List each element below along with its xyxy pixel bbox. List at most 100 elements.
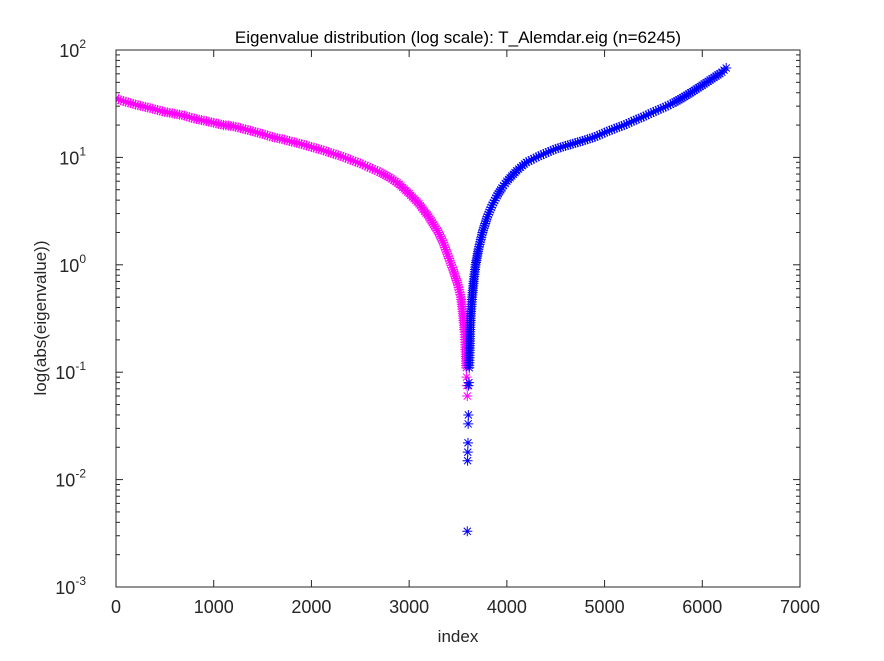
- data-point: [436, 233, 447, 244]
- data-point: [343, 153, 354, 164]
- data-point: [321, 146, 332, 157]
- data-point: [648, 106, 659, 117]
- data-point: [626, 116, 637, 127]
- data-point: [213, 118, 224, 129]
- data-point: [439, 240, 450, 251]
- data-point: [230, 121, 241, 132]
- data-point: [685, 87, 696, 98]
- data-point: [480, 216, 491, 227]
- data-point: [481, 214, 492, 225]
- data-point: [194, 114, 205, 125]
- data-point: [365, 162, 376, 173]
- data-point: [490, 193, 501, 204]
- data-point: [372, 166, 383, 177]
- data-point: [462, 391, 473, 402]
- data-point: [150, 104, 161, 115]
- data-point: [233, 122, 244, 133]
- data-point: [616, 120, 627, 131]
- data-point: [474, 241, 485, 252]
- x-axis: 0 1000 2000 3000 4000 5000 6000 7000: [111, 50, 820, 617]
- data-point: [463, 377, 474, 388]
- data-point: [264, 131, 275, 142]
- data-point: [463, 409, 474, 420]
- data-point: [453, 279, 463, 290]
- data-point: [462, 437, 473, 448]
- data-point: [621, 118, 632, 129]
- data-point: [553, 143, 564, 154]
- data-point: [663, 100, 674, 111]
- data-point: [614, 121, 625, 132]
- data-point: [493, 188, 504, 199]
- data-point: [318, 145, 329, 156]
- data-point: [267, 131, 278, 142]
- data-point: [681, 90, 692, 101]
- data-point: [277, 134, 288, 145]
- data-point: [247, 126, 258, 137]
- data-point: [120, 96, 131, 107]
- data-point: [658, 102, 669, 113]
- data-point: [645, 108, 656, 119]
- data-point: [463, 418, 474, 429]
- data-point: [453, 282, 464, 293]
- data-point: [444, 253, 455, 264]
- data-point: [426, 215, 437, 226]
- data-point: [369, 164, 380, 175]
- data-point: [272, 133, 283, 144]
- data-point: [286, 136, 297, 147]
- data-point: [494, 186, 505, 197]
- data-point: [116, 94, 124, 105]
- series-layer: [116, 62, 732, 537]
- data-point: [252, 127, 263, 138]
- data-point: [575, 136, 586, 147]
- data-point: [434, 229, 445, 240]
- data-point: [135, 100, 146, 111]
- data-point: [476, 232, 487, 243]
- data-point: [128, 98, 139, 109]
- data-point: [347, 155, 358, 166]
- x-tick-label: 3000: [389, 597, 429, 617]
- data-point: [380, 170, 391, 181]
- data-point: [604, 125, 615, 136]
- data-point: [184, 112, 195, 123]
- y-tick-label: 10-1: [55, 359, 86, 383]
- data-point: [567, 138, 578, 149]
- data-point: [455, 289, 466, 300]
- data-point: [316, 144, 327, 155]
- data-point: [429, 221, 440, 232]
- data-point: [437, 235, 448, 246]
- data-point: [489, 195, 500, 206]
- data-point: [543, 146, 554, 157]
- data-point: [597, 128, 608, 139]
- data-point: [357, 159, 368, 170]
- data-point: [291, 137, 302, 148]
- data-point: [587, 132, 598, 143]
- x-tick-label: 0: [111, 597, 121, 617]
- data-point: [482, 211, 493, 222]
- data-point: [438, 237, 449, 248]
- data-point: [454, 284, 465, 295]
- data-point: [484, 207, 495, 218]
- data-point: [328, 148, 339, 159]
- data-point: [462, 455, 473, 466]
- data-point: [443, 251, 454, 262]
- data-point: [538, 149, 549, 160]
- data-point: [478, 225, 489, 236]
- x-tick-label: 6000: [682, 597, 722, 617]
- y-tick-label: 101: [59, 144, 86, 168]
- data-point: [340, 152, 351, 163]
- data-point: [439, 242, 450, 253]
- plot-area-frame: [115, 49, 801, 588]
- data-point: [238, 123, 249, 134]
- data-point: [545, 145, 556, 156]
- series-magenta: [116, 93, 473, 402]
- y-tick-label: 102: [59, 37, 86, 61]
- data-point: [311, 143, 322, 154]
- data-point: [301, 140, 312, 151]
- data-point: [536, 150, 547, 161]
- data-point: [570, 138, 581, 149]
- data-point: [475, 236, 486, 247]
- data-point: [667, 98, 678, 109]
- data-point: [462, 526, 473, 537]
- data-point: [299, 139, 310, 150]
